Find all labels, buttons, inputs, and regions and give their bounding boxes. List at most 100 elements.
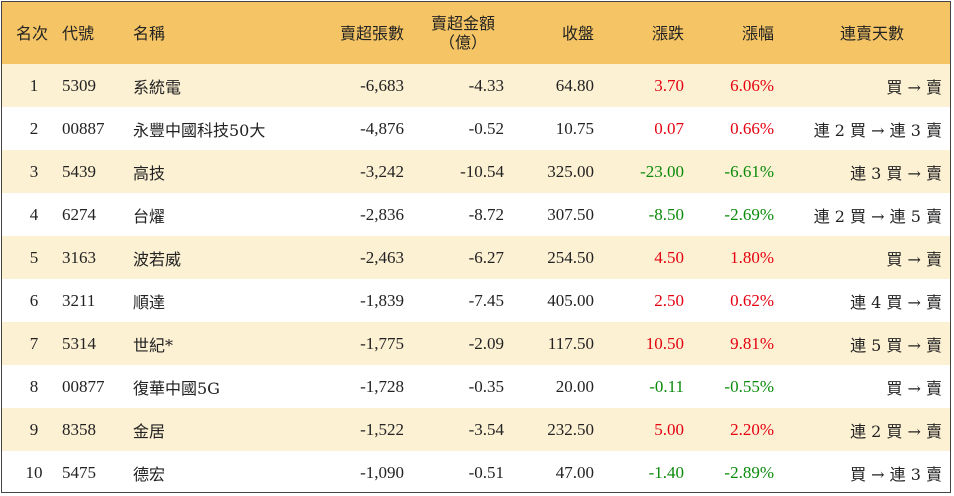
cell-change: -0.11 (649, 376, 684, 396)
cell-streak: 買 → 賣 (886, 378, 942, 398)
header-name[interactable]: 名稱 (133, 23, 166, 43)
table-row[interactable]: 7 5314 世紀* -1,775 -2.09 117.50 10.50 9.81% 連 5 買… (2, 322, 950, 365)
cell-rank: 1 (29, 75, 39, 95)
cell-code: 3211 (62, 290, 96, 310)
cell-net-sell-amount: -0.35 (468, 376, 504, 396)
cell-name: 高技 (133, 163, 166, 183)
cell-pct-change: 9.81% (730, 333, 774, 353)
cell-streak: 買 → 連 3 賣 (850, 464, 942, 484)
cell-streak: 連 3 買 → 賣 (850, 163, 942, 183)
header-change[interactable]: 漲跌 (651, 23, 684, 43)
cell-code: 5309 (62, 75, 96, 95)
cell-net-sell-lots: -1,839 (360, 290, 404, 310)
header-rank[interactable]: 名次 (16, 23, 49, 43)
cell-change: -8.50 (648, 204, 684, 224)
cell-streak: 買 → 賣 (886, 249, 942, 269)
cell-pct-change: -0.55% (724, 376, 774, 396)
cell-close: 64.80 (555, 75, 594, 95)
cell-close: 47.00 (555, 462, 594, 482)
cell-net-sell-amount: -8.72 (468, 204, 504, 224)
table-row[interactable]: 2 00887 永豐中國科技50大 -4,876 -0.52 10.75 0.07 0.66%… (2, 107, 950, 150)
table-row[interactable]: 3 5439 高技 -3,242 -10.54 325.00 -23.00 -6.61% 連 3… (2, 150, 950, 193)
cell-name: 系統電 (133, 77, 182, 97)
cell-close: 405.00 (547, 290, 594, 310)
cell-rank: 10 (25, 462, 43, 482)
cell-rank: 8 (29, 376, 39, 396)
cell-change: 0.07 (654, 118, 684, 138)
cell-change: 4.50 (654, 247, 684, 267)
header-net-sell-lots[interactable]: 賣超張數 (339, 23, 404, 43)
header-close[interactable]: 收盤 (561, 23, 594, 43)
cell-close: 325.00 (547, 161, 594, 181)
header-streak[interactable]: 連賣天數 (839, 23, 904, 43)
cell-rank: 6 (29, 290, 39, 310)
cell-rank: 9 (29, 419, 39, 439)
header-net-sell-amount-line2: （億） (438, 33, 487, 52)
table-row[interactable]: 6 3211 順達 -1,839 -7.45 405.00 2.50 0.62% 連 4 買 →… (2, 279, 950, 322)
cell-close: 254.50 (547, 247, 594, 267)
header-pct-change[interactable]: 漲幅 (741, 23, 774, 43)
cell-pct-change: -6.61% (724, 161, 774, 181)
cell-name: 金居 (133, 421, 166, 441)
cell-code: 8358 (62, 419, 96, 439)
cell-streak: 連 2 買 → 連 3 賣 (813, 120, 942, 140)
cell-net-sell-amount: -4.33 (468, 75, 504, 95)
cell-pct-change: 1.80% (730, 247, 774, 267)
table-row[interactable]: 9 8358 金居 -1,522 -3.54 232.50 5.00 2.20% 連 2 買 →… (2, 408, 950, 451)
cell-close: 20.00 (555, 376, 594, 396)
cell-name: 德宏 (133, 464, 166, 484)
cell-code: 5475 (62, 462, 96, 482)
cell-net-sell-amount: -2.09 (468, 333, 504, 353)
cell-code: 3163 (62, 247, 96, 267)
cell-streak: 連 2 買 → 賣 (850, 421, 942, 441)
cell-rank: 3 (29, 161, 39, 181)
cell-close: 232.50 (547, 419, 594, 439)
table-row[interactable]: 4 6274 台燿 -2,836 -8.72 307.50 -8.50 -2.69% 連 2 買… (2, 193, 950, 236)
cell-streak: 買 → 賣 (886, 77, 942, 97)
cell-net-sell-lots: -2,836 (360, 204, 404, 224)
table-row[interactable]: 10 5475 德宏 -1,090 -0.51 47.00 -1.40 -2.89% 買 → 連… (2, 451, 950, 492)
cell-code: 00877 (62, 376, 105, 396)
cell-change: -23.00 (640, 161, 684, 181)
cell-close: 10.75 (555, 118, 594, 138)
cell-net-sell-lots: -1,775 (360, 333, 404, 353)
cell-name: 順達 (133, 292, 166, 312)
cell-net-sell-lots: -6,683 (360, 75, 404, 95)
cell-net-sell-amount: -3.54 (468, 419, 504, 439)
cell-pct-change: -2.89% (724, 462, 774, 482)
cell-code: 5439 (62, 161, 96, 181)
header-net-sell-amount[interactable]: 賣超金額 （億） (404, 2, 504, 64)
header-net-sell-amount-line1: 賣超金額 (430, 14, 495, 33)
cell-net-sell-lots: -4,876 (360, 118, 404, 138)
cell-net-sell-lots: -1,728 (360, 376, 404, 396)
cell-net-sell-lots: -2,463 (360, 247, 404, 267)
cell-code: 00887 (62, 118, 105, 138)
cell-change: 10.50 (645, 333, 684, 353)
cell-code: 6274 (62, 204, 96, 224)
cell-rank: 5 (29, 247, 39, 267)
cell-code: 5314 (62, 333, 96, 353)
cell-pct-change: 0.66% (730, 118, 774, 138)
table-row[interactable]: 5 3163 波若威 -2,463 -6.27 254.50 4.50 1.80% 買 → 賣 (2, 236, 950, 279)
cell-net-sell-lots: -1,522 (360, 419, 404, 439)
cell-pct-change: 2.20% (730, 419, 774, 439)
cell-net-sell-amount: -0.51 (468, 462, 504, 482)
table-row[interactable]: 1 5309 系統電 -6,683 -4.33 64.80 3.70 6.06% 買 → 賣 (2, 64, 950, 107)
cell-pct-change: 0.62% (730, 290, 774, 310)
header-code[interactable]: 代號 (62, 23, 95, 43)
cell-pct-change: -2.69% (724, 204, 774, 224)
cell-rank: 2 (29, 118, 39, 138)
cell-pct-change: 6.06% (730, 75, 774, 95)
cell-close: 307.50 (547, 204, 594, 224)
cell-net-sell-lots: -3,242 (360, 161, 404, 181)
cell-net-sell-amount: -0.52 (468, 118, 504, 138)
header-row: 名次 代號 名稱 賣超張數 賣超金額 （億） 收盤 漲跌 漲幅 連賣天數 (2, 2, 950, 64)
cell-name: 永豐中國科技50大 (133, 120, 266, 140)
cell-streak: 連 4 買 → 賣 (850, 292, 942, 312)
cell-net-sell-amount: -10.54 (460, 161, 504, 181)
cell-change: -1.40 (648, 462, 684, 482)
cell-change: 2.50 (654, 290, 684, 310)
table-row[interactable]: 8 00877 復華中國5G -1,728 -0.35 20.00 -0.11 -0.55% 買… (2, 365, 950, 408)
